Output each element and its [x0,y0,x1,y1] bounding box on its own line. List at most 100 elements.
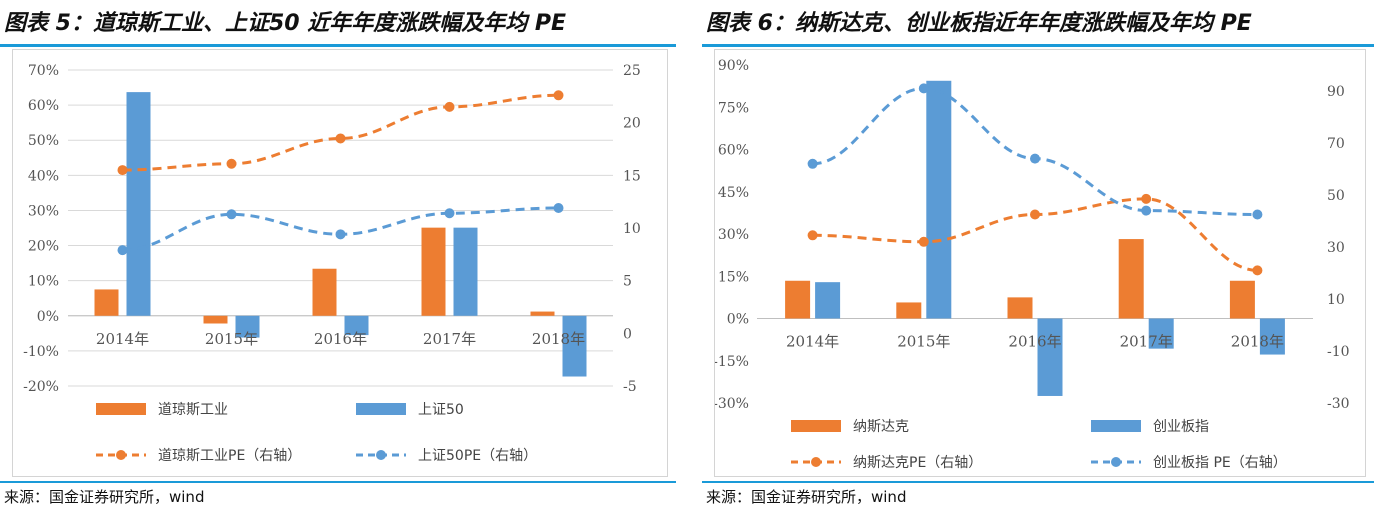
x-axis-tick-label: 2014年 [786,333,839,351]
source-rule [702,481,1374,483]
bar [312,268,337,316]
chart-panel-right: 图表 6：纳斯达克、创业板指近年年度涨跌幅及年均 PE -30% -15% 0% 15… [702,0,1374,511]
y-axis-left-tick-label: 30% [28,203,59,219]
y-axis-left-tick-label: 30% [718,227,749,243]
data-point [1030,209,1040,220]
bar [785,280,811,319]
x-axis-tick-label: 2017年 [423,330,476,348]
x-axis-tick-label: 2015年 [205,330,258,348]
y-axis-left-tick-label: 60% [718,143,749,159]
legend-marker [376,450,386,460]
y-axis-left-tick-label: 60% [28,98,59,114]
y-axis-left-tick-label: 0% [727,312,749,328]
legend-label: 纳斯达克PE（右轴） [853,455,982,471]
legend-label: 道琼斯工业 [158,402,228,418]
legend-swatch [1091,420,1141,432]
x-axis-tick-label: 2014年 [96,330,149,348]
y-axis-right-tick-label: 15 [623,168,641,184]
title-rule [0,44,676,47]
data-point [1141,205,1152,216]
legend-swatch [356,403,406,415]
x-axis-tick-label: 2017年 [1120,333,1173,351]
legend-marker [811,457,821,467]
bar [1259,318,1285,355]
data-point [1141,193,1152,204]
chart-title: 图表 5：道琼斯工业、上证50 近年年度涨跌幅及年均 PE [4,11,567,36]
bar [1007,297,1033,319]
source-note: 来源：国金证券研究所，wind [706,488,907,506]
data-point [444,101,455,112]
bar [926,80,952,319]
y-axis-right-tick-label: 90 [1327,84,1345,100]
y-axis-right-tick-label: 10 [1327,292,1345,308]
y-axis-left-tick-label: -10% [23,344,59,360]
legend-label: 纳斯达克 [853,419,909,435]
bar [896,302,922,319]
legend-swatch [96,403,146,415]
y-axis-left-tick-label: 90% [718,58,749,74]
y-axis-right-tick-label: -5 [623,379,637,395]
x-axis-tick-label: 2018年 [532,330,585,348]
bar [453,227,478,316]
bar [530,311,555,316]
x-axis-tick-label: 2016年 [314,330,367,348]
x-axis-tick-label: 2015年 [897,333,950,351]
bar [203,315,228,324]
y-axis-right-tick-label: -30 [1327,396,1350,412]
data-point [918,83,929,94]
x-axis-tick-label: 2016年 [1008,333,1061,351]
data-point [918,236,929,247]
data-point [1252,265,1263,276]
bar [344,315,369,336]
y-axis-right-tick-label: -10 [1327,344,1350,360]
y-axis-left-tick-label: 15% [718,269,749,285]
chart-title: 图表 6：纳斯达克、创业板指近年年度涨跌幅及年均 PE [706,11,1252,36]
data-point [117,245,128,256]
y-axis-right-tick-label: 70 [1327,136,1345,152]
bar [1229,280,1255,319]
data-point [226,158,237,169]
title-rule [702,44,1374,47]
data-point [226,209,237,220]
y-axis-right-tick-label: 10 [623,221,641,237]
series-line [812,86,1258,216]
bar [126,92,151,316]
data-point [553,90,564,101]
y-axis-left-tick-label: 20% [28,239,59,255]
data-point [807,158,818,169]
chart-area: -30% -15% 0% 15% 30% 45% 60% 75% 90% -30 -10 10 30 50… [714,49,1366,477]
series-line [122,93,559,172]
data-point [335,229,346,240]
legend-marker [116,450,126,460]
legend-label: 创业板指 [1153,419,1209,435]
y-axis-right-tick-label: 5 [623,274,632,290]
y-axis-left-tick-label: -20% [23,379,59,395]
legend-label: 上证50PE（右轴） [418,448,537,464]
data-point [117,165,128,176]
y-axis-left-tick-label: 75% [718,100,749,116]
y-axis-left-tick-label: 0% [37,309,59,325]
chart-area: -20% -10% 0% 10% 20% 30% 40% 50% 60% 70% -5 0 5 10 15 2… [12,49,668,477]
y-axis-left-tick-label: 70% [28,63,59,79]
legend-label: 上证50 [418,402,464,418]
data-point [553,202,564,213]
y-axis-right-tick-label: 30 [1327,240,1345,256]
data-point [335,133,346,144]
bar [1148,318,1174,349]
y-axis-left-tick-label: 50% [28,133,59,149]
data-point [807,230,818,241]
data-point [1252,209,1263,220]
source-note: 来源：国金证券研究所，wind [4,488,205,506]
legend-label: 道琼斯工业PE（右轴） [158,448,301,464]
source-rule [0,481,676,483]
y-axis-left-tick-label: 45% [718,185,749,201]
x-axis-tick-label: 2018年 [1231,333,1284,351]
y-axis-right-tick-label: 20 [623,116,641,132]
bar [562,315,587,377]
data-point [444,208,455,219]
chart-panel-left: 图表 5：道琼斯工业、上证50 近年年度涨跌幅及年均 PE -20% -10% 0%… [0,0,676,511]
legend-label: 创业板指 PE（右轴） [1153,455,1287,471]
data-point [1030,153,1040,164]
series-line [122,206,559,252]
y-axis-left-tick-label: 40% [28,168,59,184]
